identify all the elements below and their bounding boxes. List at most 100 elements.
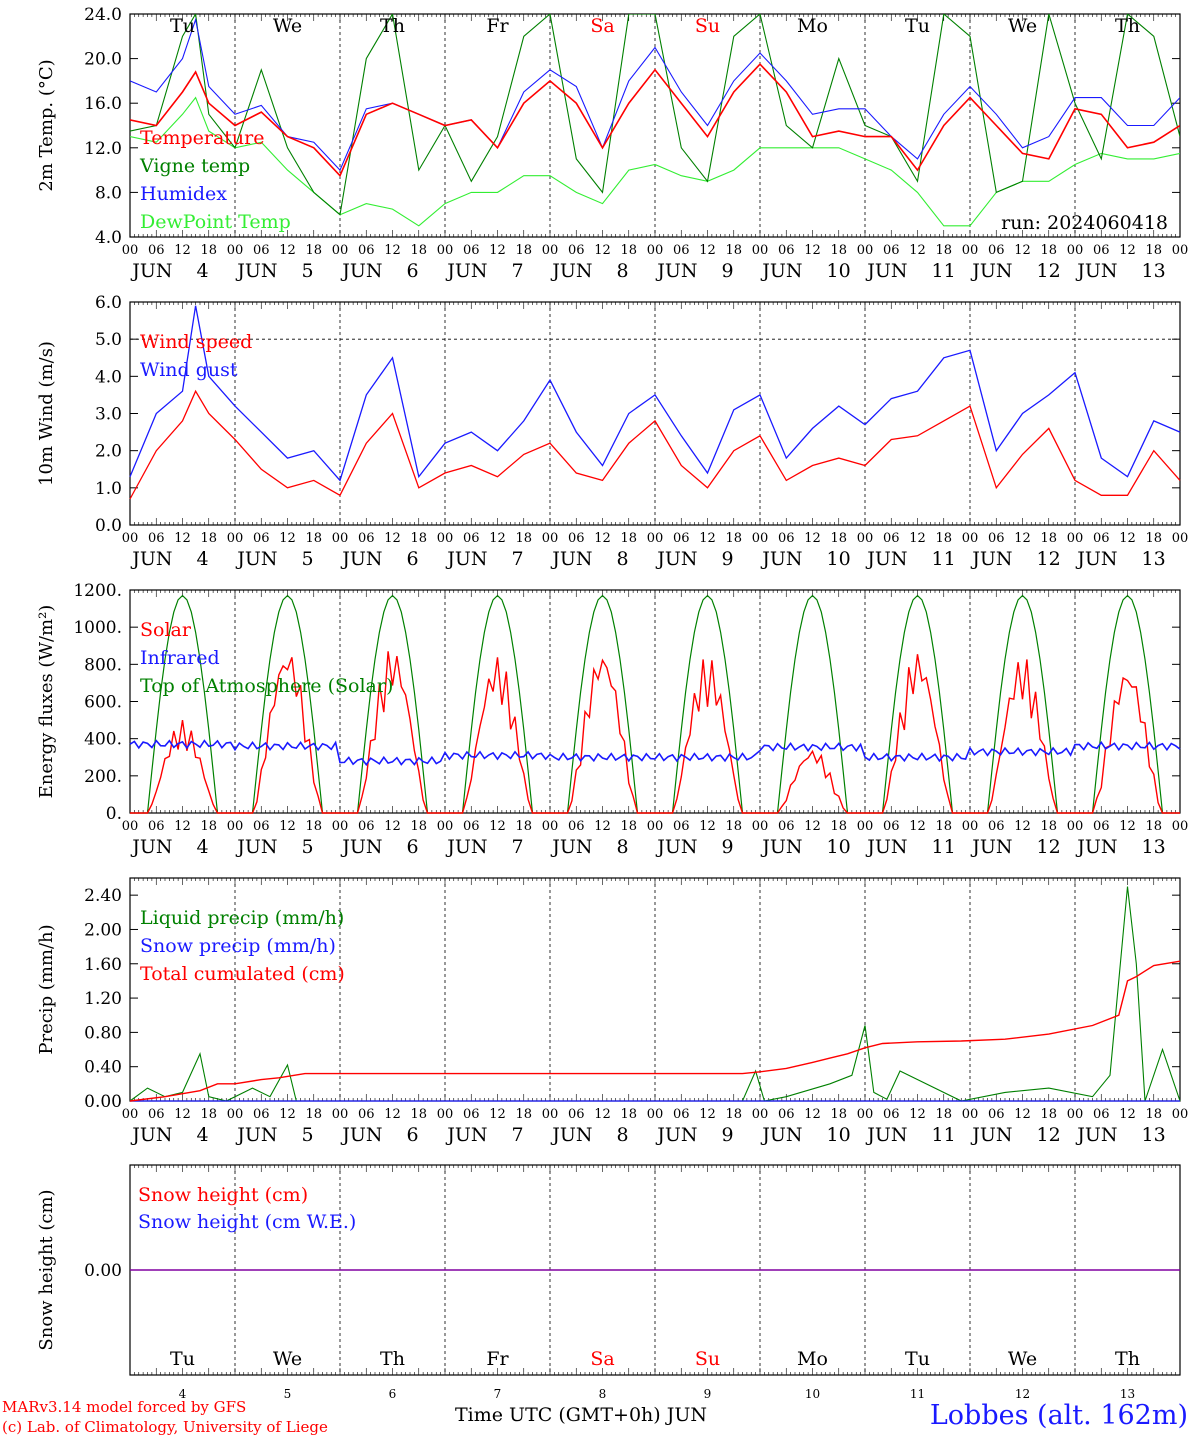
hour-tick-label: 12 [699,1107,716,1122]
hour-tick-label: 12 [174,819,191,834]
y-axis-label: Energy fluxes (W/m²) [36,605,57,799]
month-label: JUN [760,260,802,282]
hour-tick-label: 06 [253,243,270,258]
hour-tick-label: 00 [437,1107,454,1122]
day-of-week-label: Th [1115,1348,1140,1370]
day-of-week-label: We [1008,1348,1037,1370]
day-number-label: 13 [1142,260,1166,282]
hour-tick-label: 12 [384,531,401,546]
hour-tick-label: 00 [227,243,244,258]
hour-tick-label: 18 [1145,531,1162,546]
hour-tick-label: 00 [647,531,664,546]
month-label: JUN [655,836,697,858]
hour-tick-label: 18 [515,1107,532,1122]
hour-tick-label: 18 [200,243,217,258]
day-of-week-label: We [273,1348,302,1370]
month-label: JUN [865,1124,907,1146]
hour-tick-label: 18 [410,531,427,546]
hour-tick-label: 00 [122,1107,139,1122]
month-label: JUN [445,548,487,570]
panel-precip: 00 06 12 18 JUN 4 00 06 12 18 JUN 5 00 06 12 18 JUN 6 00 06… [36,877,1188,1146]
day-of-week-label: Sa [590,1348,614,1370]
hour-tick-label: 00 [1067,819,1084,834]
hour-tick-label: 00 [1067,531,1084,546]
series-line [130,17,1180,172]
legend-entry: Wind speed [140,331,252,353]
y-tick-label: 6.0 [95,293,122,313]
hour-tick-label: 12 [804,819,821,834]
y-tick-label: 0.00 [84,1092,122,1112]
hour-tick-label: 06 [148,243,165,258]
month-label: JUN [550,1124,592,1146]
series-line [130,63,1180,178]
day-number-label: 9 [722,836,734,858]
hour-tick-label: 12 [489,819,506,834]
day-number-label: 12 [1037,260,1061,282]
legend-entry: DewPoint Temp [140,211,291,233]
hour-tick-label: 06 [883,531,900,546]
hour-tick-label: 00 [437,531,454,546]
day-number-label: 8 [599,1387,607,1401]
day-number-label: 10 [805,1387,820,1401]
hour-tick-label: 00 [122,243,139,258]
day-of-week-label: Th [380,1348,405,1370]
panel-wind: 00 06 12 18 JUN 4 00 06 12 18 JUN 5 00 06 12 18 JUN 6 00 06… [36,293,1188,570]
hour-tick-label: 12 [1014,531,1031,546]
hour-tick-label: 12 [279,819,296,834]
day-number-label: 4 [197,260,209,282]
hour-tick-label: 18 [620,243,637,258]
hour-tick-label: 12 [384,1107,401,1122]
hour-tick-label: 00 [857,243,874,258]
hour-tick-label: 06 [673,531,690,546]
y-tick-label: 200. [84,767,122,787]
day-number-label: 6 [407,1124,419,1146]
hour-tick-label: 06 [148,1107,165,1122]
hour-tick-label: 06 [463,1107,480,1122]
y-tick-label: 1.0 [95,479,122,499]
hour-tick-label: 00 [647,1107,664,1122]
day-number-label: 6 [407,548,419,570]
month-label: JUN [235,260,277,282]
month-label: JUN [550,836,592,858]
y-tick-label: 0.40 [84,1058,122,1078]
month-label: JUN [1075,1124,1117,1146]
hour-tick-label: 12 [279,1107,296,1122]
hour-tick-label: 06 [778,243,795,258]
day-number-label: 8 [617,836,629,858]
hour-tick-label: 12 [1014,819,1031,834]
legend-entry: Infrared [140,647,220,669]
hour-tick-label: 06 [253,1107,270,1122]
month-label: JUN [550,260,592,282]
hour-tick-label: 18 [725,819,742,834]
hour-tick-label: 18 [935,819,952,834]
month-label: JUN [130,836,172,858]
day-number-label: 7 [512,260,524,282]
day-of-week-label: Tu [905,15,930,37]
y-tick-label: 16.0 [84,94,122,114]
hour-tick-label: 00 [332,243,349,258]
hour-tick-label: 12 [1014,1107,1031,1122]
legend-entry: Temperature [140,127,264,149]
hour-tick-label: 12 [804,243,821,258]
month-label: JUN [550,548,592,570]
day-of-week-label: Tu [170,15,195,37]
hour-tick-label: 00 [857,531,874,546]
y-axis-label: 10m Wind (m/s) [36,341,57,486]
y-axis-label: Snow height (cm) [36,1189,57,1350]
day-number-label: 13 [1120,1387,1135,1401]
y-tick-label: 400. [84,730,122,750]
panel-frame [129,589,1181,814]
hour-tick-label: 18 [1040,243,1057,258]
hour-tick-label: 06 [988,243,1005,258]
hour-tick-label: 12 [1119,243,1136,258]
hour-tick-label: 06 [463,819,480,834]
y-tick-label: 0. [106,804,122,824]
hour-tick-label: 06 [778,531,795,546]
day-number-label: 7 [512,1124,524,1146]
hour-tick-label: 18 [305,819,322,834]
hour-tick-label: 12 [279,243,296,258]
y-tick-label: 4.0 [95,367,122,387]
hour-tick-label: 18 [935,243,952,258]
month-label: JUN [865,260,907,282]
legend-entry: Vigne temp [139,155,250,177]
